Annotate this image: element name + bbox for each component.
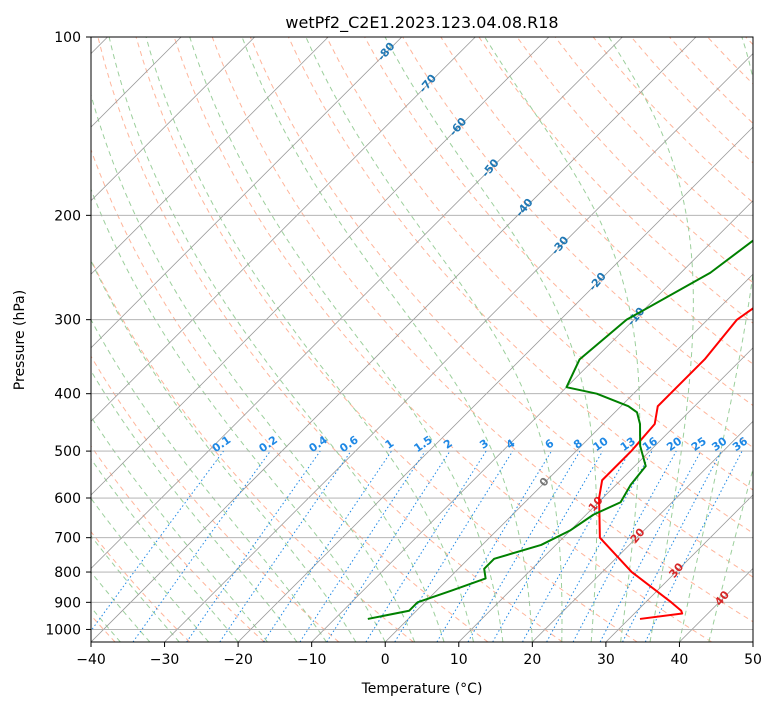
plot-area: 0.10.20.40.611.52346810131620253036-100-… [91,37,753,642]
isotherm-16 [605,494,753,642]
moist-adiabat-17 [384,37,598,642]
dry-adiabat-2 [91,531,191,642]
moist-adiabat-3 [91,535,180,642]
dry-adiabat-4 [91,355,340,642]
dry-adiabat-18 [516,37,753,284]
y-tick-label: 100 [54,30,81,46]
mixing-ratio-line-1 [132,450,271,642]
isotherm-4 [91,37,329,275]
isotherms [91,37,753,642]
dry-adiabat-10 [211,37,753,623]
dry-adiabat-8 [135,37,638,642]
mixing-ratio-line-17 [644,450,743,642]
mixing-ratio-line-12 [522,450,631,642]
mixing-ratio-line-14 [572,450,677,642]
dry-adiabat-7 [97,37,563,642]
isotherm-12 [311,200,753,642]
x-tick-label: 50 [744,652,762,668]
dry-adiabat-16 [440,37,753,365]
moist-adiabat-9 [91,259,357,642]
x-axis-ticks: −40 −30 −20 −10 0 10 20 30 40 50 [76,642,762,668]
moist-adiabat-18 [484,37,641,642]
moist-adiabat-5 [91,458,239,642]
isotherm-11 [237,126,753,642]
moist-adiabats [91,37,753,642]
temperature-line [598,307,753,620]
mixing-ratio-line-3 [219,450,352,642]
y-tick-label: 500 [54,444,81,460]
isotherm-3 [91,37,255,202]
x-tick-label: 10 [450,652,468,668]
mixing-ratio-line-8 [394,450,514,642]
y-axis-ticks: 100 200 300 400 500 600 700 800 900 1000 [45,30,91,638]
x-tick-label: −10 [297,652,327,668]
x-tick-label: −40 [76,652,106,668]
isotherm-7 [91,37,550,496]
plot-frame [90,36,754,643]
y-tick-label: 200 [54,208,81,224]
isotherm-9 [91,37,697,642]
chart-title: wetPf2_C2E1.2023.123.04.08.R18 [285,13,558,33]
moist-adiabat-7 [91,369,298,642]
x-axis-title: Temperature (°C) [361,681,483,697]
x-tick-label: 40 [671,652,689,668]
moist-adiabat-4 [91,497,210,642]
moist-adiabat-13 [145,37,474,642]
mixing-ratio-line-13 [546,450,653,642]
mixing-ratio-line-5 [299,450,426,642]
mixing-ratio-line-4 [263,450,392,642]
x-tick-label: −30 [150,652,180,668]
y-tick-label: 800 [54,565,81,581]
dry-adiabat-3 [91,445,265,642]
mixing-ratio-line-0 [91,450,224,632]
x-tick-label: 20 [523,652,541,668]
mixing-ratio-line-6 [326,450,451,642]
isotherm-6 [91,37,476,422]
y-tick-label: 600 [54,491,81,507]
y-tick-label: 1000 [45,622,81,638]
mixing-ratio-lines [91,450,743,642]
isotherm-8 [91,37,623,570]
isotherm-14 [458,347,753,642]
isotherm-5 [91,37,403,349]
dry-adiabat-11 [249,37,753,578]
isotherm-10 [164,52,753,642]
moist-adiabat-16 [305,37,563,642]
y-tick-label: 700 [54,531,81,547]
moist-adiabat-10 [91,188,386,642]
y-tick-label: 900 [54,595,81,611]
y-tick-label: 400 [54,387,81,403]
x-tick-label: 30 [597,652,615,668]
isotherm-15 [532,420,753,642]
moist-adiabat-15 [241,37,533,642]
dry-adiabat-9 [173,37,713,642]
moist-adiabat-6 [91,415,268,642]
y-tick-label: 300 [54,313,81,329]
isotherm-13 [384,273,753,642]
dry-adiabat-15 [402,37,753,407]
dewpoint-line [367,239,753,620]
x-tick-label: 0 [381,652,390,668]
mixing-ratio-line-2 [186,450,321,642]
moist-adiabat-12 [108,37,445,642]
y-axis-title: Pressure (hPa) [12,290,28,390]
profile-series [367,239,753,620]
x-tick-label: −20 [223,652,253,668]
dry-adiabat-6 [91,148,489,642]
moist-adiabat-19 [608,37,694,642]
